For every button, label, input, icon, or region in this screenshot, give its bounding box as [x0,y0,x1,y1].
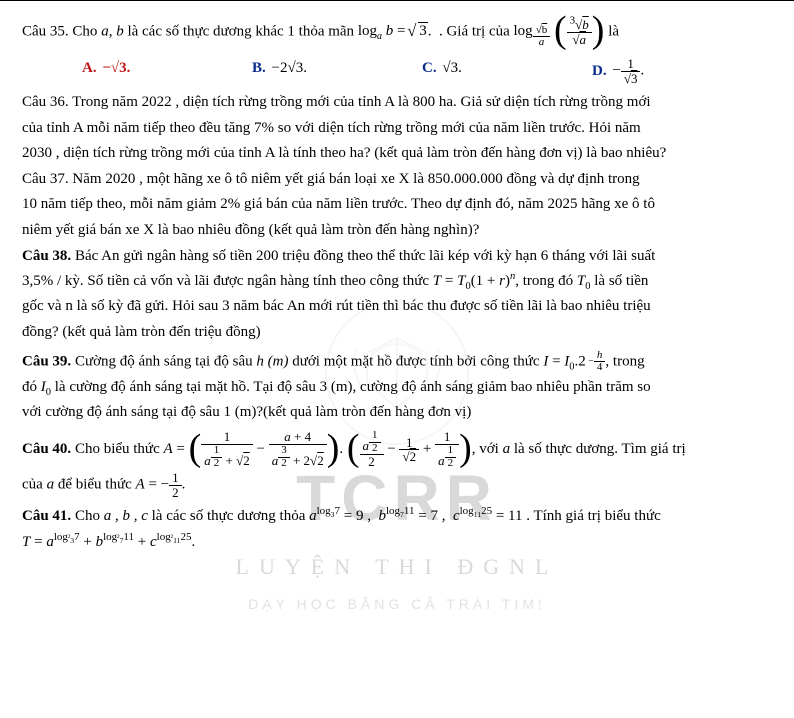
q35-line1: Câu 35. Cho a, b là các số thực dương kh… [22,13,772,51]
watermark-sub: LUYỆN THI ĐGNL [0,550,794,584]
q39-l2: đó I0 là cường độ ánh sáng tại mặt hồ. T… [22,376,772,399]
q40-expr: ( 1a12 + √2 − a + 4a32 + 2√2 ) [189,430,340,469]
q35-choice-c: C. √3. [422,57,592,85]
q36-l3: 2030 , diện tích rừng trồng mới của tỉnh… [22,142,772,165]
q35-choices: A. −√3. B. −2√3. C. √3. D. −1√3. [82,57,772,85]
q36-l1: Câu 36. Trong năm 2022 , diện tích rừng … [22,91,772,114]
q35-eq: loga b = 3 [358,23,428,39]
q37-l2: 10 năm tiếp theo, mỗi năm giảm 2% giá bá… [22,193,772,216]
q35-choice-a: A. −√3. [82,57,252,85]
q39-l3: với cường độ ánh sáng tại độ sâu 1 (m)?(… [22,401,772,424]
q41-l2: T = alog²37 + blog²711 + clog²1125. [22,531,772,554]
q35-expr: log√ba ( 3√b√a ) [514,23,609,39]
q38-l4: đồng? (kết quả làm tròn đến triệu đồng) [22,321,772,344]
q40-l2: của a để biểu thức A = −12. [22,471,772,499]
q38-l1: Câu 38. Bác An gửi ngân hàng số tiền 200… [22,245,772,268]
watermark-sub2: DẠY HỌC BẰNG CẢ TRÁI TIM! [0,594,794,616]
q36-l2: của tỉnh A mỗi năm tiếp theo đều tăng 7%… [22,117,772,140]
q35-choice-d: D. −1√3. [592,57,762,85]
q37-l3: niêm yết giá bán xe X là bao nhiêu đồng … [22,219,772,242]
q35-label: Câu 35. [22,23,72,39]
q38-l2: 3,5% / kỳ. Số tiền cả vốn và lãi được ng… [22,270,772,293]
q35-choice-b: B. −2√3. [252,57,422,85]
q40-expr2: ( a122 − 1√2 + 1a12 ) [347,430,472,469]
q41-l1: Câu 41. Cho a , b , c là các số thực dươ… [22,505,772,528]
q38-l3: gốc và n là số kỳ đã gửi. Hỏi sau 3 năm … [22,295,772,318]
q37-l1: Câu 37. Năm 2020 , một hãng xe ô tô niêm… [22,168,772,191]
q39-l1: Câu 39. Cường độ ánh sáng tại độ sâu h (… [22,350,772,374]
q40-l1: Câu 40. Cho biểu thức A = ( 1a12 + √2 − … [22,430,772,469]
